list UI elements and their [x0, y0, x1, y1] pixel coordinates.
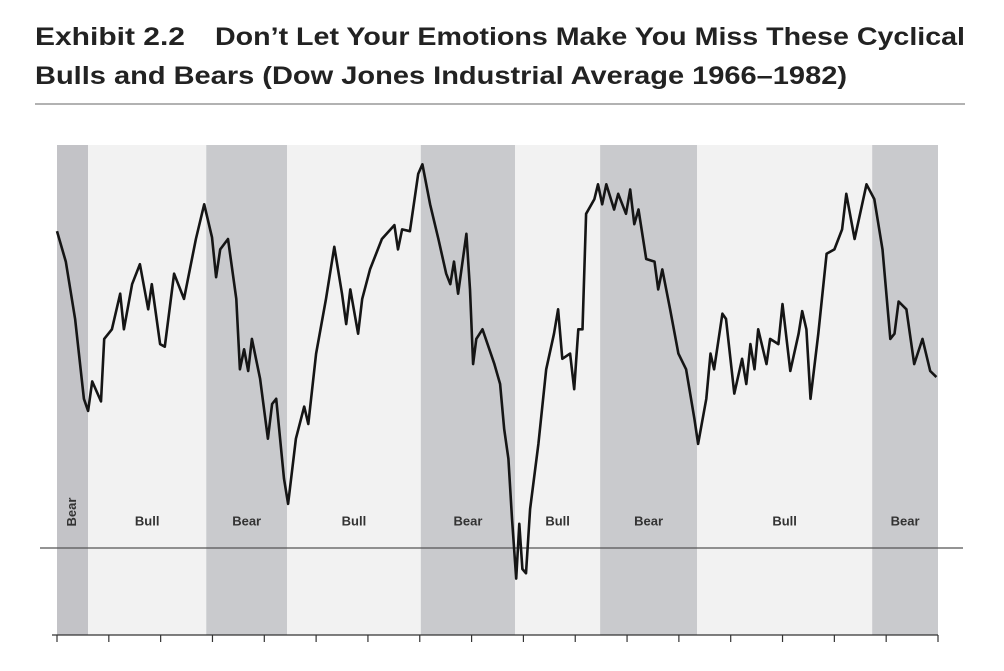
regions — [57, 145, 938, 635]
region-band — [206, 145, 288, 635]
region-band — [600, 145, 698, 635]
chart-title: Don’t Let Your Emotions Make You Miss Th… — [215, 23, 965, 51]
region-label: Bear — [453, 513, 482, 528]
region-label: Bull — [772, 513, 797, 528]
region-label: Bull — [135, 513, 160, 528]
chart-title: Bulls and Bears (Dow Jones Industrial Av… — [35, 62, 847, 90]
exhibit-label: Exhibit 2.2 — [35, 23, 185, 51]
region-label: Bear — [634, 513, 663, 528]
region-band — [697, 145, 873, 635]
region-band — [872, 145, 938, 635]
region-label: Bull — [545, 513, 570, 528]
region-label: Bear — [232, 513, 261, 528]
region-band — [88, 145, 207, 635]
region-label: Bear — [64, 498, 79, 527]
data-line — [55, 163, 938, 580]
region-label: Bull — [342, 513, 367, 528]
region-label: Bear — [891, 513, 920, 528]
region-band — [287, 145, 421, 635]
